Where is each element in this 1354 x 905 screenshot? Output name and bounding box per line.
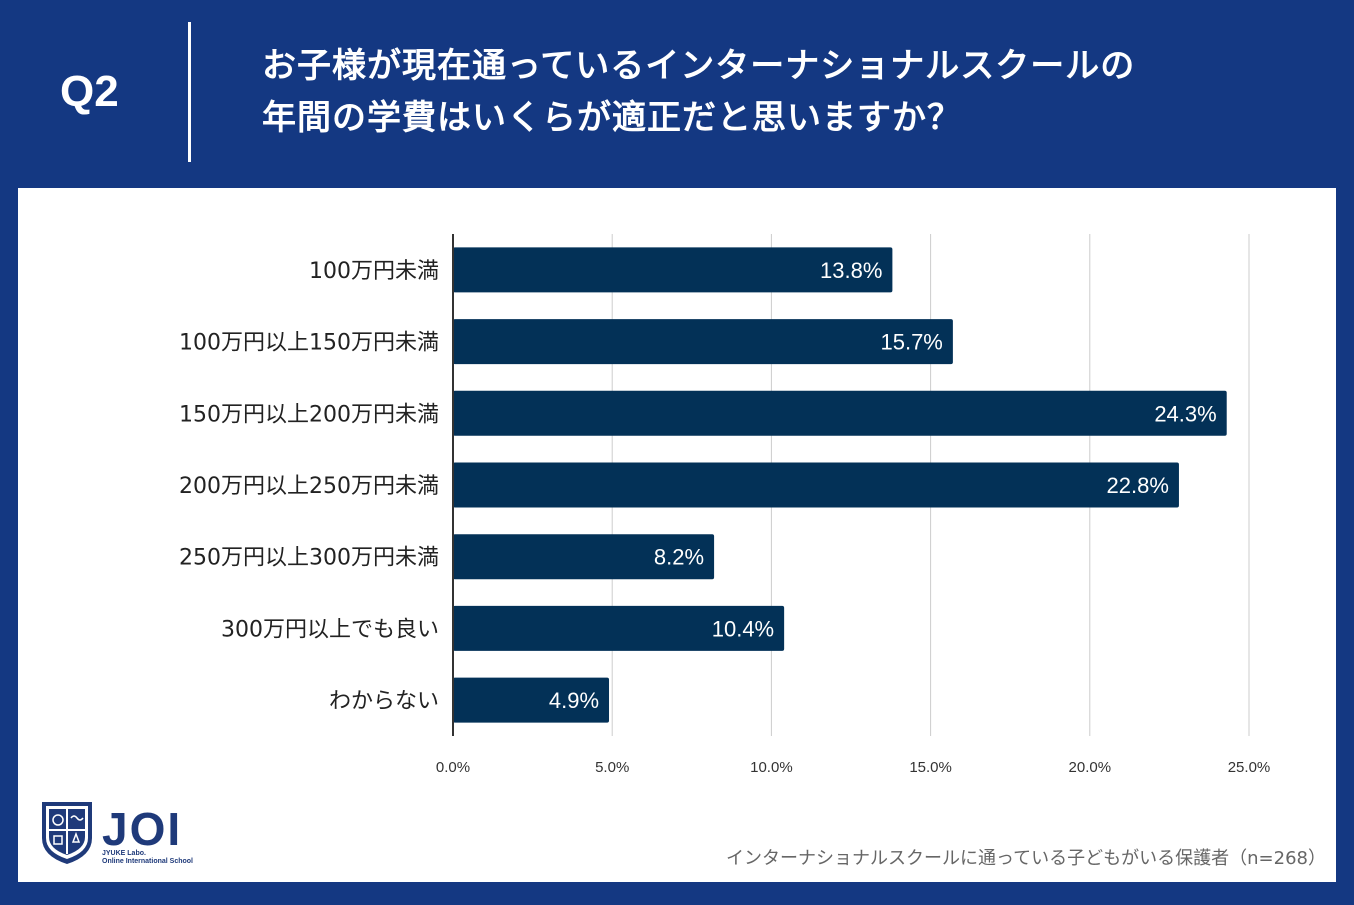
chart-panel: 0.0% 5.0% 10.0% 15.0% 20.0% 25.0% 13.8% 100万円未満… [18,188,1336,882]
x-tick-label: 5.0% [595,759,629,776]
category-label: わからない [329,689,439,714]
bar-value-label: 15.7% [880,330,942,355]
bar-value-label: 8.2% [654,545,704,570]
x-tick-label: 10.0% [750,759,793,776]
question-label: Q2 [60,67,119,116]
category-label: 200万円以上250万円未満 [179,474,439,499]
question-title: お子様が現在通っているインターナショナルスクールの 年間の学費はいくらが適正だと… [262,40,1342,144]
category-label: 100万円以上150万円未満 [179,331,439,356]
header: Q2 お子様が現在通っているインターナショナルスクールの 年間の学費はいくらが適… [0,0,1354,188]
x-tick-label: 20.0% [1069,759,1112,776]
bar [453,677,610,723]
joi-logo: JOI JYUKE Labo. Online International Sch… [38,798,238,868]
bar-value-label: 4.9% [549,688,599,713]
question-title-line-2: 年間の学費はいくらが適正だと思いますか？ [262,98,962,138]
x-tick-label: 25.0% [1228,759,1271,776]
bar [453,319,953,365]
category-label: 250万円以上300万円未満 [179,546,439,571]
bar [453,462,1179,508]
bar [453,390,1227,436]
bar-chart: 0.0% 5.0% 10.0% 15.0% 20.0% 25.0% 13.8% 100万円未満… [179,234,1271,776]
bar [453,605,785,651]
bar-value-label: 22.8% [1107,473,1169,498]
header-divider [188,22,191,162]
bar-value-label: 24.3% [1154,401,1216,426]
sample-footnote: インターナショナルスクールに通っている子どもがいる保護者（n=268） [726,848,1326,869]
bar-value-label: 13.8% [820,258,882,283]
logo-subtitle-line-1: JYUKE Labo. [102,850,146,857]
question-title-line-1: お子様が現在通っているインターナショナルスクールの [262,46,1136,86]
category-label: 150万円以上200万円未満 [179,402,439,427]
logo-subtitle: JYUKE Labo. Online International School [102,850,242,866]
bar [453,247,893,293]
category-label: 100万円未満 [309,259,439,284]
bar [453,534,715,580]
x-tick-label: 0.0% [436,759,470,776]
x-tick-label: 15.0% [909,759,952,776]
logo-wordmark: JOI [102,803,183,855]
crest-icon [42,802,92,864]
bar-value-label: 10.4% [712,616,774,641]
category-label: 300万円以上でも良い [221,617,439,642]
logo-subtitle-line-2: Online International School [102,858,194,865]
